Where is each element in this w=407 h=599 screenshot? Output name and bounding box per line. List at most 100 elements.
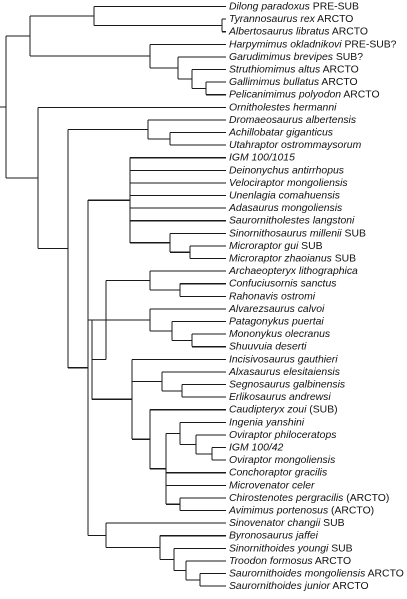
taxon-name: Mononykus olecranus	[229, 329, 330, 340]
taxon-tag: SUB	[328, 543, 352, 554]
taxon-name: Saurornithoides mongoliensis	[229, 568, 365, 579]
taxon-label: Dromaeosaurus albertensis	[229, 115, 356, 126]
taxon-label: Byronosaurus jaffei	[229, 530, 319, 541]
taxon-name: Pelicanimimus polyodon	[229, 89, 341, 100]
taxon-name: Rahonavis ostromi	[229, 291, 316, 302]
taxon-name: Confuciusornis sanctus	[229, 278, 336, 289]
taxon-tag: PRE-SUB?	[342, 39, 397, 50]
taxon-tag: ARCTO	[320, 64, 359, 75]
taxon-label: Oviraptor mongoliensis	[229, 455, 335, 466]
taxon-label: Sinornithoides youngi SUB	[229, 543, 353, 554]
taxon-name: Oviraptor philoceratops	[229, 430, 336, 441]
taxon-label: Unenlagia comahuensis	[229, 190, 340, 201]
taxon-label: Archaeopteryx lithographica	[228, 266, 358, 277]
taxon-label: IGM 100/1015	[229, 152, 295, 163]
taxon-tag: SUB?	[333, 52, 363, 63]
taxon-name: Velociraptor mongoliensis	[229, 178, 348, 189]
taxon-label: Erlikosaurus andrewsi	[229, 392, 331, 403]
taxon-label: Microraptor zhaoianus SUB	[229, 253, 356, 264]
taxon-name: Byronosaurus jaffei	[229, 530, 319, 541]
taxon-tag: ARCTO	[315, 14, 354, 25]
taxon-name: Microraptor zhaoianus	[229, 253, 332, 264]
taxon-tag: (ARCTO)	[328, 505, 374, 516]
taxon-name: Sinovenator changii	[229, 518, 321, 529]
taxon-tag: SUB	[320, 518, 344, 529]
taxon-name: Archaeopteryx lithographica	[228, 266, 358, 277]
taxon-label: Conchoraptor gracilis	[229, 467, 327, 478]
taxon-name: Sinornithoides youngi	[229, 543, 329, 554]
taxon-name: Harpymimus okladnikovi	[229, 39, 342, 50]
taxon-label: Saurornithoides junior ARCTO	[229, 581, 369, 592]
taxon-name: IGM 100/42	[229, 442, 284, 453]
taxon-name: Dromaeosaurus albertensis	[229, 115, 356, 126]
taxon-name: Ingenia yanshini	[229, 417, 305, 428]
taxon-label: Gallimimus bullatus ARCTO	[229, 77, 358, 88]
taxon-name: Dilong paradoxus	[229, 1, 310, 12]
taxon-tag: SUB	[342, 228, 366, 239]
taxon-tag: ARCTO	[365, 568, 404, 579]
taxon-name: Achillobatar giganticus	[228, 127, 333, 138]
taxon-name: Saurornitholestes langstoni	[229, 215, 355, 226]
taxon-name: Tyrannosaurus rex	[229, 14, 316, 25]
taxon-tag: (SUB)	[306, 404, 337, 415]
taxon-name: Sinornithosaurus millenii	[229, 228, 342, 239]
taxon-name: Alxasaurus elesitaiensis	[228, 367, 340, 378]
taxon-label: Saurornithoides mongoliensis ARCTO	[229, 568, 404, 579]
taxon-name: Unenlagia comahuensis	[229, 190, 340, 201]
taxon-name: Caudipteryx zoui	[229, 404, 307, 415]
taxon-name: Erlikosaurus andrewsi	[229, 392, 331, 403]
taxon-name: Segnosaurus galbinensis	[229, 379, 345, 390]
taxon-name: IGM 100/1015	[229, 152, 295, 163]
taxon-label: Shuuvuia deserti	[229, 341, 307, 352]
taxon-label: Sinornithosaurus millenii SUB	[229, 228, 366, 239]
taxon-label: Avimimus portenosus (ARCTO)	[228, 505, 374, 516]
taxon-label: Rahonavis ostromi	[229, 291, 316, 302]
taxon-label: Dilong paradoxus PRE-SUB	[229, 1, 359, 12]
taxon-label: Alxasaurus elesitaiensis	[228, 367, 340, 378]
taxon-label: Garudimimus brevipes SUB?	[229, 52, 363, 63]
taxon-name: Troodon formosus	[229, 556, 313, 567]
taxon-name: Shuuvuia deserti	[229, 341, 307, 352]
taxon-tag: PRE-SUB	[310, 1, 359, 12]
taxon-tag: (ARCTO)	[343, 493, 389, 504]
taxon-label: Velociraptor mongoliensis	[229, 178, 348, 189]
taxon-name: Deinonychus antirrhopus	[229, 165, 344, 176]
taxon-label: Chirostenotes pergracilis (ARCTO)	[229, 493, 389, 504]
taxon-name: Saurornithoides junior	[229, 581, 331, 592]
taxon-label: Patagonykus puertai	[229, 316, 324, 327]
taxon-name: Patagonykus puertai	[229, 316, 324, 327]
taxon-name: Incisivosaurus gauthieri	[229, 354, 338, 365]
taxon-label: Troodon formosus ARCTO	[229, 556, 351, 567]
cladogram-branches	[0, 5, 226, 587]
taxon-label: Deinonychus antirrhopus	[229, 165, 344, 176]
taxon-label: Mononykus olecranus	[229, 329, 330, 340]
taxon-name: Avimimus portenosus	[228, 505, 328, 516]
taxon-tag: ARCTO	[341, 89, 380, 100]
taxon-label: Confuciusornis sanctus	[229, 278, 336, 289]
taxon-label: IGM 100/42	[229, 442, 284, 453]
taxon-name: Gallimimus bullatus	[229, 77, 319, 88]
taxon-name: Microraptor gui	[229, 241, 299, 252]
taxon-label: Oviraptor philoceratops	[229, 430, 336, 441]
taxon-label: Caudipteryx zoui (SUB)	[229, 404, 338, 415]
taxon-labels: Dilong paradoxus PRE-SUB Tyrannosaurus re…	[228, 1, 404, 592]
taxon-label: Adasaurus mongoliensis	[228, 203, 342, 214]
taxon-label: Sinovenator changii SUB	[229, 518, 345, 529]
taxon-label: Pelicanimimus polyodon ARCTO	[229, 89, 380, 100]
taxon-label: Ingenia yanshini	[229, 417, 305, 428]
taxon-label: Tyrannosaurus rex ARCTO	[229, 14, 353, 25]
taxon-label: Harpymimus okladnikovi PRE-SUB?	[229, 39, 397, 50]
taxon-name: Oviraptor mongoliensis	[229, 455, 335, 466]
taxon-name: Alvarezsaurus calvoi	[228, 304, 325, 315]
taxon-name: Albertosaurus libratus	[228, 26, 330, 37]
taxon-name: Ornitholestes hermanni	[229, 102, 337, 113]
taxon-tag: ARCTO	[319, 77, 358, 88]
taxon-label: Microraptor gui SUB	[229, 241, 323, 252]
taxon-name: Conchoraptor gracilis	[229, 467, 327, 478]
taxon-tag: ARCTO	[330, 581, 369, 592]
taxon-name: Utahraptor ostrommaysorum	[229, 140, 362, 151]
taxon-label: Struthiomimus altus ARCTO	[229, 64, 359, 75]
taxon-name: Microvenator celer	[229, 480, 315, 491]
taxon-name: Adasaurus mongoliensis	[228, 203, 342, 214]
